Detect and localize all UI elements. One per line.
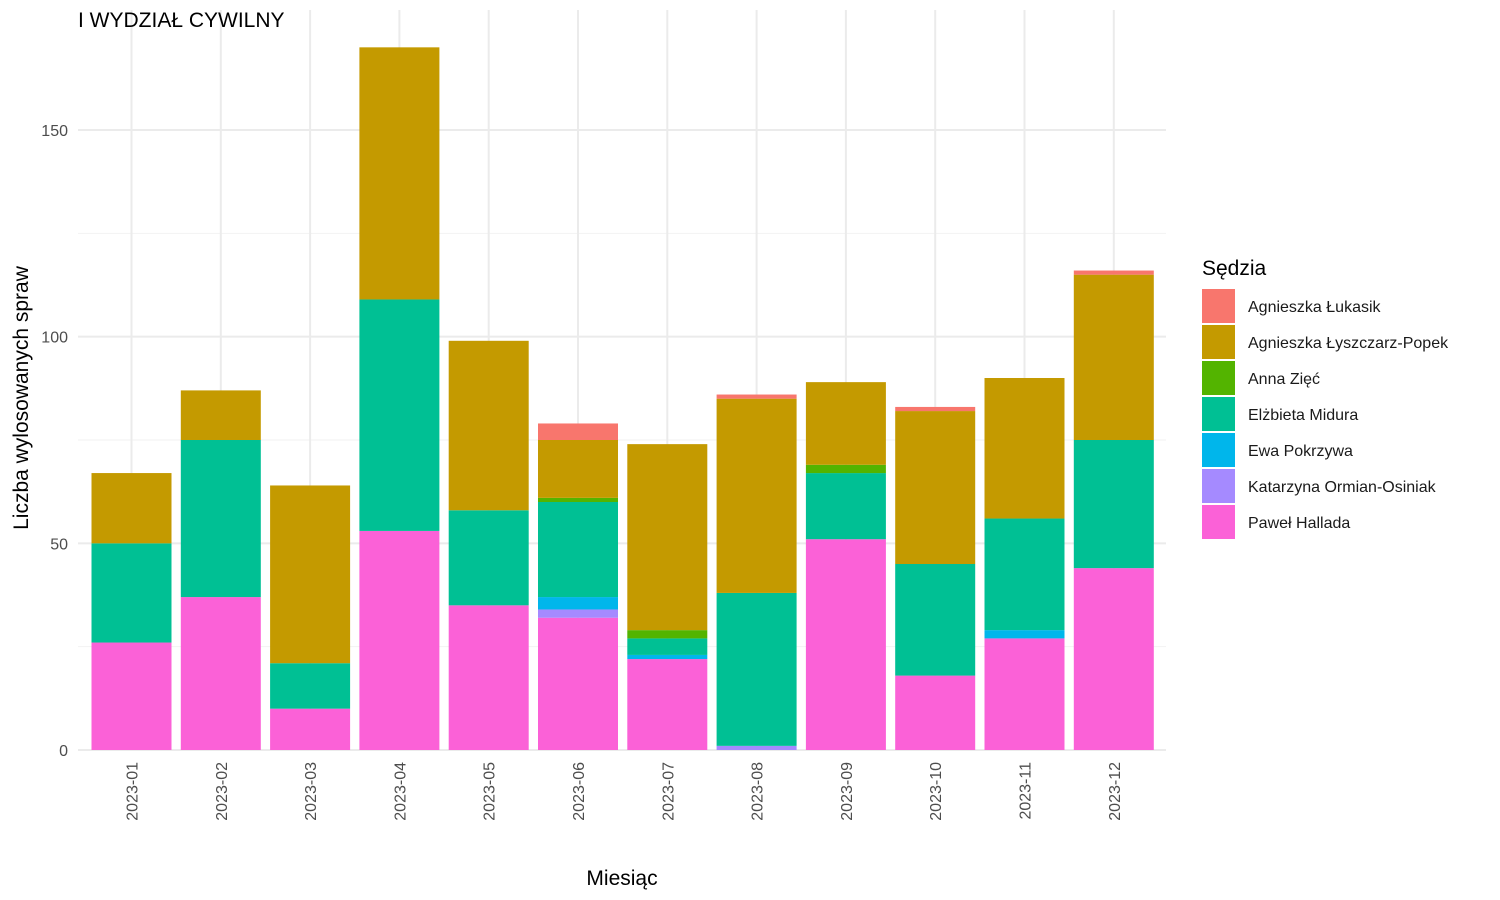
- bar-segment: [91, 543, 172, 643]
- bar-segment: [805, 473, 886, 540]
- bar-segment: [180, 440, 261, 598]
- x-tick-label: 2023-03: [303, 762, 320, 821]
- x-tick-label: 2023-01: [125, 762, 142, 821]
- chart-title: I WYDZIAŁ CYWILNY: [78, 9, 285, 32]
- y-tick-label: 0: [59, 743, 68, 760]
- bar-segment: [180, 597, 261, 750]
- bar-segment: [359, 47, 440, 300]
- x-tick-label: 2023-12: [1107, 762, 1124, 821]
- bar-segment: [984, 378, 1065, 519]
- bar-segment: [538, 617, 618, 750]
- bar-segment: [627, 638, 708, 655]
- bars: [91, 47, 1154, 750]
- x-tick-label: 2023-02: [214, 762, 231, 821]
- legend-swatch: [1202, 433, 1235, 467]
- x-tick-label: 2023-06: [571, 762, 588, 821]
- bar-segment: [1073, 440, 1154, 569]
- bar-segment: [805, 382, 886, 465]
- x-tick-label: 2023-08: [750, 762, 767, 821]
- x-tick-label: 2023-05: [482, 762, 499, 821]
- y-tick-label: 50: [50, 536, 68, 553]
- legend-label: Ewa Pokrzywa: [1248, 443, 1353, 460]
- legend-title: Sędzia: [1202, 257, 1267, 280]
- legend-label: Paweł Hallada: [1248, 515, 1350, 532]
- legend-swatch: [1202, 505, 1235, 539]
- bar-segment: [270, 663, 351, 709]
- legend-swatch: [1202, 289, 1235, 323]
- legend-label: Elżbieta Midura: [1248, 407, 1358, 424]
- x-tick-label: 2023-07: [660, 762, 677, 821]
- legend-label: Katarzyna Ormian-Osiniak: [1248, 479, 1437, 496]
- legend-label: Agnieszka Łukasik: [1248, 299, 1382, 316]
- bar-segment: [627, 630, 708, 639]
- bar-segment: [180, 390, 261, 440]
- legend-label: Agnieszka Łyszczarz-Popek: [1248, 335, 1449, 352]
- bar-segment: [716, 398, 797, 593]
- bar-segment: [627, 444, 708, 631]
- bar-segment: [1073, 274, 1154, 440]
- bar-segment: [984, 638, 1065, 750]
- legend-label: Anna Zięć: [1248, 371, 1320, 388]
- bar-segment: [627, 659, 708, 750]
- y-tick-label: 100: [41, 330, 68, 347]
- x-tick-label: 2023-04: [392, 762, 409, 821]
- bar-segment: [895, 406, 976, 412]
- bar-segment: [270, 485, 351, 664]
- y-axis-ticks: 0 50 100 150: [41, 123, 68, 760]
- bar-segment: [716, 745, 797, 750]
- bar-segment: [448, 340, 529, 511]
- legend-swatch: [1202, 361, 1235, 395]
- y-tick-label: 150: [41, 123, 68, 140]
- bar-segment: [359, 530, 440, 750]
- x-axis-ticks: 2023-01 2023-02 2023-03 2023-04 2023-05 2023-…: [125, 762, 1124, 821]
- bar-segment: [91, 642, 172, 750]
- bar-segment: [538, 440, 618, 498]
- bar-segment: [270, 708, 351, 750]
- bar-segment: [91, 473, 172, 544]
- bar-segment: [895, 564, 976, 676]
- bar-segment: [984, 518, 1065, 631]
- bar-segment: [538, 609, 618, 618]
- legend-swatch: [1202, 397, 1235, 431]
- y-axis-title: Liczba wylosowanych spraw: [10, 265, 33, 530]
- bar-segment: [538, 597, 618, 610]
- bar-segment: [984, 630, 1065, 639]
- bar-segment: [1073, 568, 1154, 750]
- x-tick-label: 2023-10: [928, 762, 945, 821]
- x-tick-label: 2023-11: [1018, 762, 1035, 820]
- bar-segment: [805, 464, 886, 474]
- bar-segment: [538, 497, 618, 502]
- bar-segment: [448, 605, 529, 750]
- legend: Sędzia Agnieszka Łukasik Agnieszka Łyszcz…: [1202, 257, 1449, 539]
- bar-segment: [1073, 270, 1154, 275]
- bar-segment: [448, 510, 529, 606]
- bar-segment: [359, 299, 440, 531]
- bar-segment: [538, 502, 618, 598]
- bar-segment: [805, 539, 886, 750]
- x-axis-title: Miesiąc: [586, 867, 657, 890]
- bar-segment: [895, 411, 976, 564]
- bar-segment: [716, 394, 797, 399]
- bar-segment: [716, 592, 797, 746]
- bar-segment: [538, 423, 618, 440]
- bar-segment: [627, 654, 708, 660]
- legend-swatch: [1202, 325, 1235, 359]
- bar-segment: [895, 675, 976, 750]
- legend-swatch: [1202, 469, 1235, 503]
- x-tick-label: 2023-09: [839, 762, 856, 821]
